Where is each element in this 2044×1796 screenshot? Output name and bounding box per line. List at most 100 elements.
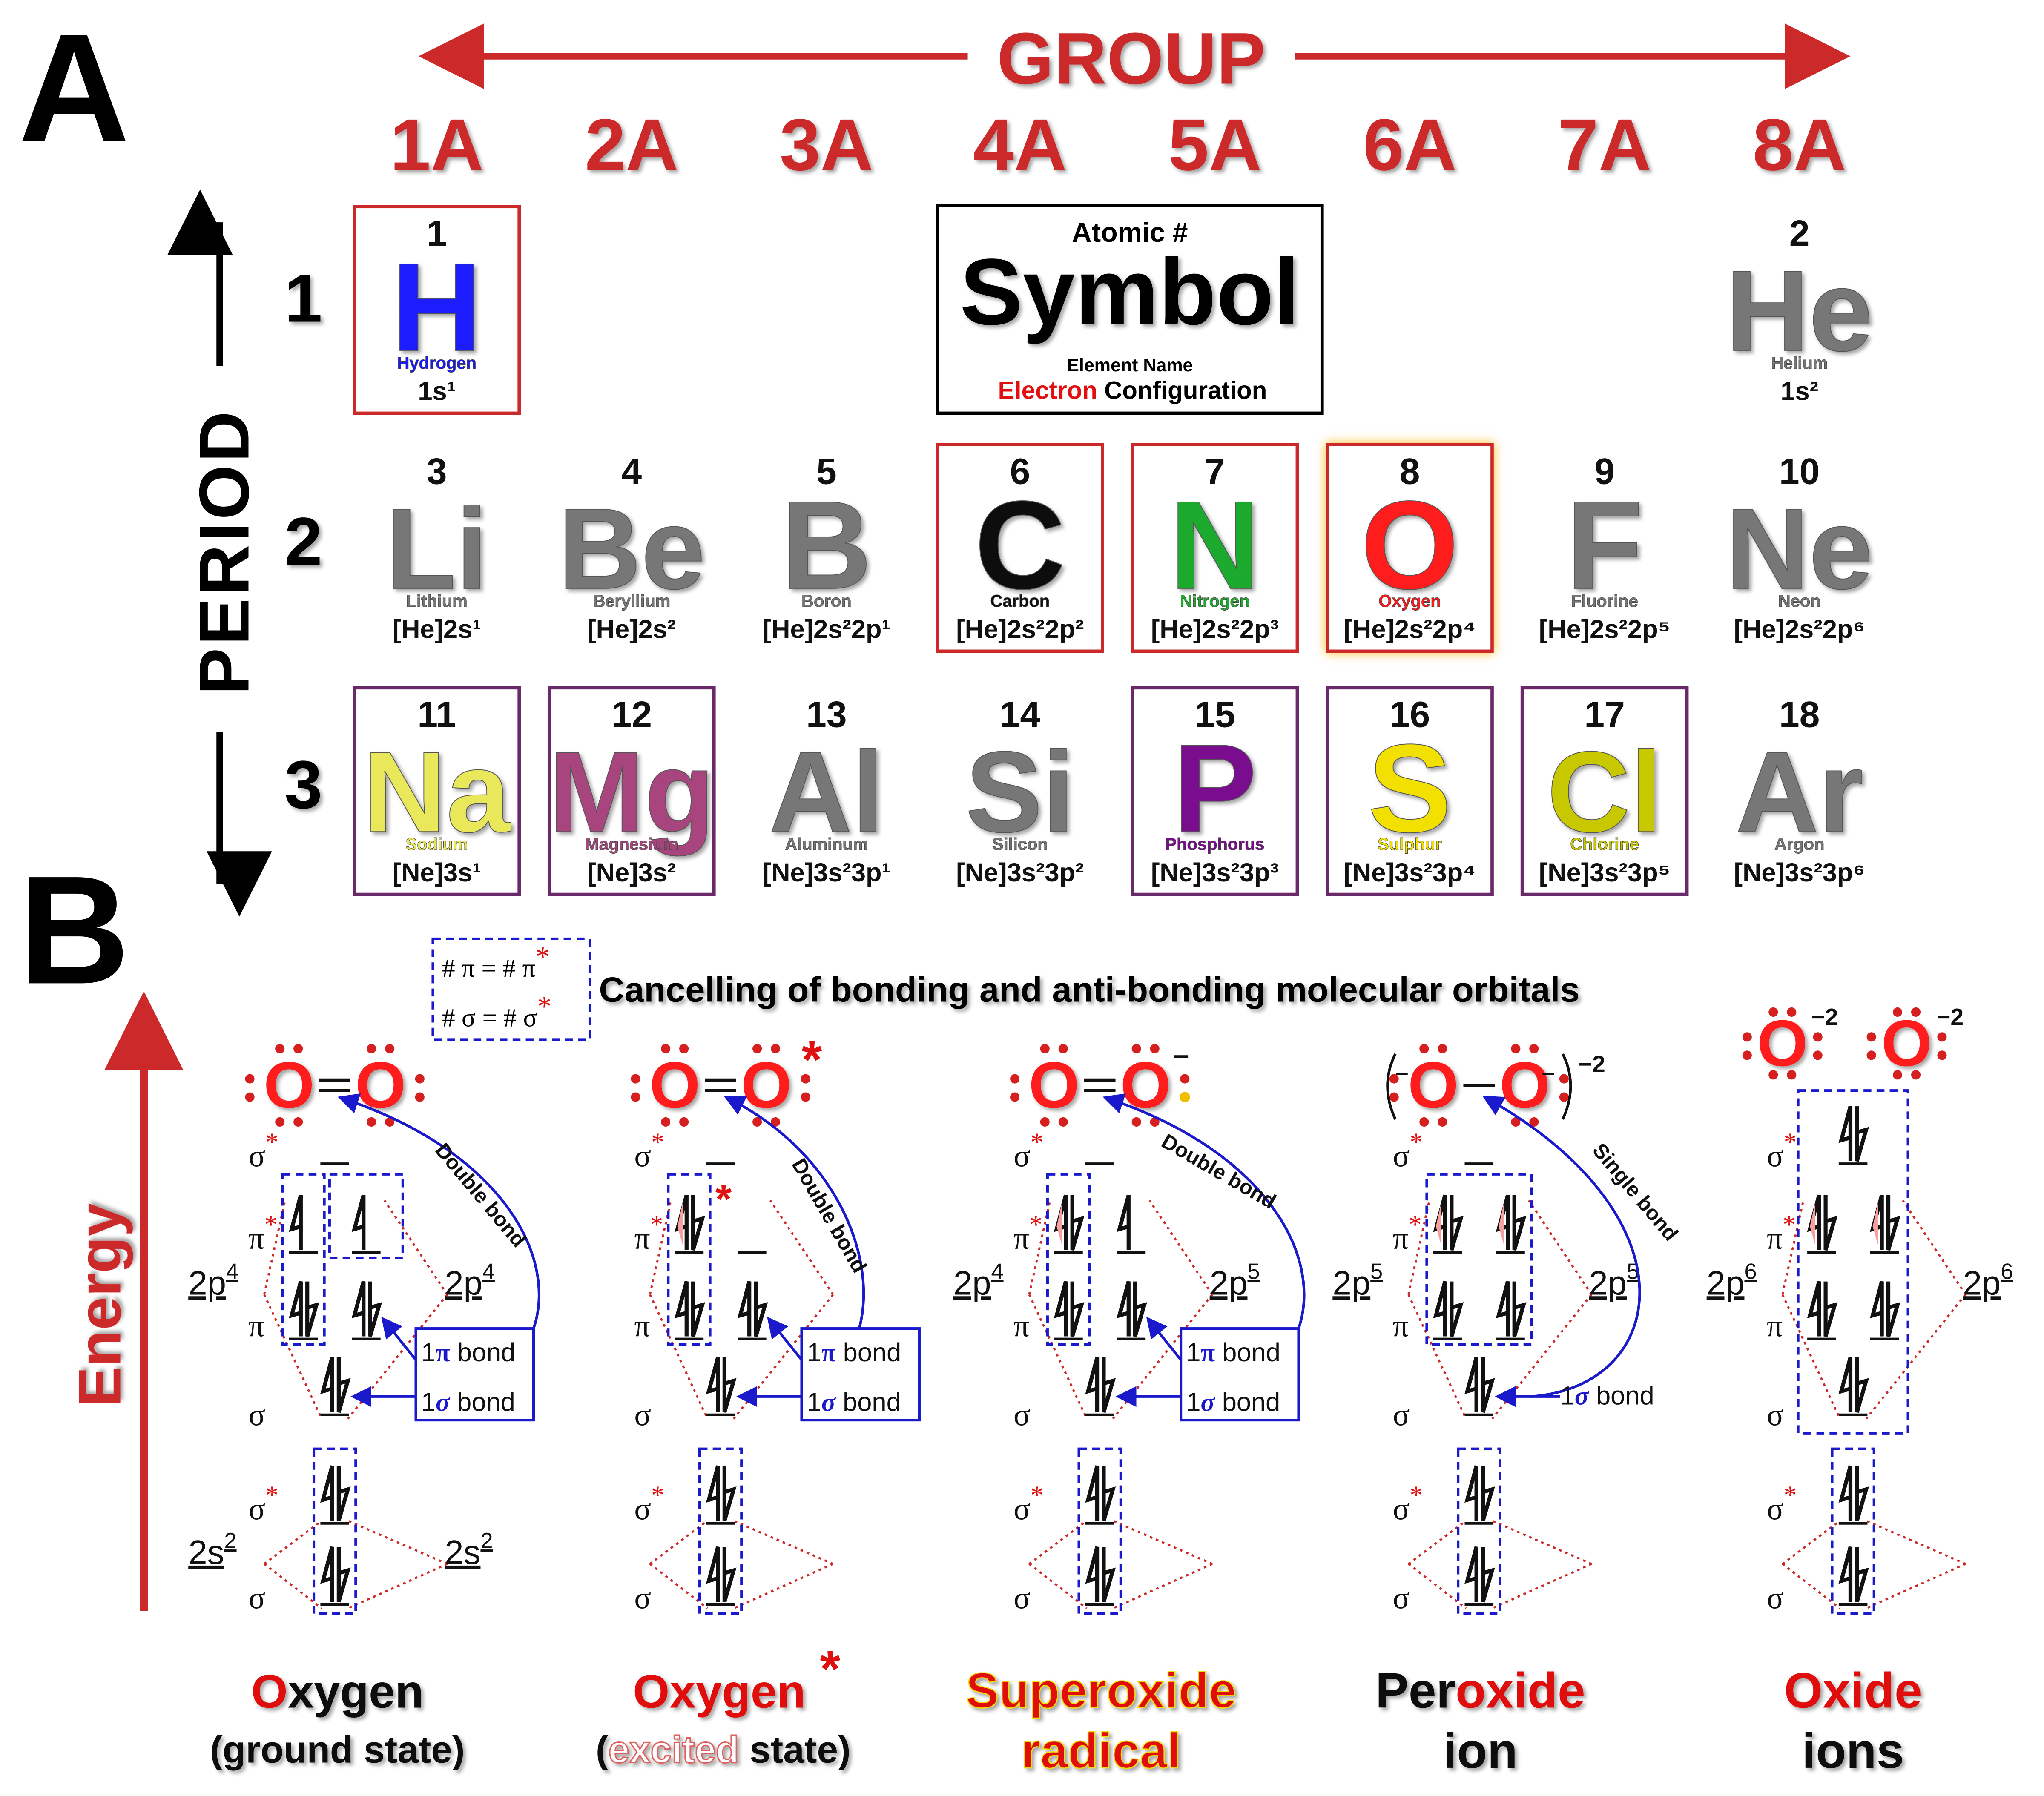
element-symbol: F [1566,475,1643,615]
period-1: 1 [284,260,322,336]
orbital-sigma-2p [1464,1357,1495,1416]
mo-title: Cancelling of bonding and anti-bonding m… [599,970,1580,1009]
oxygen-atom-left: O [245,1044,314,1127]
pi-star-label: π* [634,1210,663,1256]
svg-text:−2: −2 [1937,1004,1964,1030]
atomic-number: 14 [1000,694,1041,735]
orbital-pi-star-2 [1870,1194,1900,1254]
element-name: Magnesium [585,835,679,854]
orbital-pi-1 [675,1281,705,1340]
charge-label: −2 [1579,1051,1605,1077]
element-legend-box: Atomic # Symbol Element Name Electron Co… [936,204,1324,415]
group-2a: 2A [585,104,678,186]
group-4a: 4A [973,104,1067,186]
pi-star-label: π* [248,1210,277,1256]
element-name: Oxygen [1378,592,1441,611]
panel-label-a: A [18,2,130,174]
legend-atomic-number: Atomic # [1072,217,1188,248]
electron-configuration: [Ne]3s²3p⁵ [1539,858,1671,887]
group-1a: 1A [390,104,484,186]
lewis-structure: O O– – −2 [1386,1044,1605,1127]
group-7a: 7A [1558,104,1651,186]
orbital-sigma-star-2s [1085,1465,1116,1525]
element-symbol: P [1173,718,1257,858]
sigma-2p-label: σ [1767,1397,1784,1432]
atomic-number: 1 [427,213,447,254]
atomic-orbital-right-2s: 2s2 [445,1529,493,1571]
lewis-structure: O O – [1010,1039,1190,1127]
orbital-pi-star-1 [1433,1194,1464,1254]
atomic-number: 2 [1789,213,1810,254]
caption-oxygen-ground: Oxygen (ground state) [210,1666,465,1771]
svg-text:O: O [1881,1007,1932,1080]
group-8a: 8A [1753,104,1846,186]
element-name: Lithium [406,592,468,611]
orbital-pi-star-1 [289,1194,318,1254]
mo-diagram-oxygen-ground: O O 2p4 2p4 2s2 2s2 σ* π* π σ σ* σ 1π bond 1σ bond Dou… [188,1044,540,1615]
atomic-number: 10 [1779,451,1820,492]
element-name: Chlorine [1570,835,1639,854]
pi-star-label: π* [1013,1210,1042,1256]
atomic-orbital-right-2p: 2p5 [1589,1259,1639,1302]
svg-text:O: O [355,1048,406,1122]
atomic-orbital-right-2p: 2p4 [445,1259,495,1302]
orbital-pi-2 [1117,1281,1147,1340]
electron-configuration: [Ne]3s² [587,858,676,887]
svg-text:1σ bond: 1σ bond [421,1388,515,1417]
oxygen-atom-left: O [1389,1044,1459,1127]
svg-text:O: O [1120,1048,1171,1122]
atomic-orbital-left-2p: 2p4 [188,1259,238,1302]
sigma-star-2s-label: σ* [1767,1481,1797,1526]
lewis-structure: O −2 O −2 [1742,1004,1964,1080]
element-symbol: He [1726,247,1873,375]
element-symbol: N [1170,475,1260,615]
element-symbol: Na [363,728,511,856]
atomic-number: 11 [417,694,456,735]
caption-oxide: Oxide ions [1784,1663,1922,1779]
electron-configuration: [Ne]3s²3p¹ [763,858,890,887]
sigma-star-2s-label: σ* [248,1481,278,1526]
electron-configuration: [He]2s² [587,615,676,644]
orbital-sigma-2s [1085,1546,1116,1606]
orbital-pi-2 [737,1281,768,1340]
svg-text:(ground state): (ground state) [210,1728,465,1771]
element-symbol: O [1361,475,1458,615]
element-name: Hydrogen [397,354,477,373]
svg-text:1π bond: 1π bond [807,1338,901,1367]
sigma-star-2p-label: σ* [248,1128,278,1173]
sigma-star-2s-label: σ* [1393,1481,1423,1526]
atomic-number: 12 [611,694,652,735]
atomic-number: 15 [1194,694,1235,735]
electron-configuration: [He]2s²2p⁴ [1344,615,1476,644]
electron-configuration: [He]2s²2p² [956,615,1084,644]
sigma-star-2s-label: σ* [1013,1481,1043,1526]
electron-configuration: [Ne]3s¹ [393,858,481,887]
group-6a: 6A [1363,104,1457,186]
element-name: Carbon [990,592,1050,611]
element-name: Argon [1774,835,1824,854]
atomic-orbital-left-2p: 2p6 [1707,1259,1757,1302]
svg-text:O: O [1408,1048,1458,1122]
electron-configuration: [Ne]3s²3p³ [1151,858,1279,887]
electron-configuration: [He]2s²2p⁶ [1734,615,1865,644]
sigma-2p-label: σ [634,1397,651,1432]
orbital-sigma-2p [1085,1357,1116,1416]
orbital-sigma-star-2s [706,1465,737,1525]
element-name: Aluminum [785,835,868,854]
orbital-sigma-star-2s [1838,1465,1869,1525]
orbital-pi-2 [1496,1281,1527,1340]
element-symbol: B [781,475,872,615]
legend-configuration: Configuration [1104,377,1267,405]
